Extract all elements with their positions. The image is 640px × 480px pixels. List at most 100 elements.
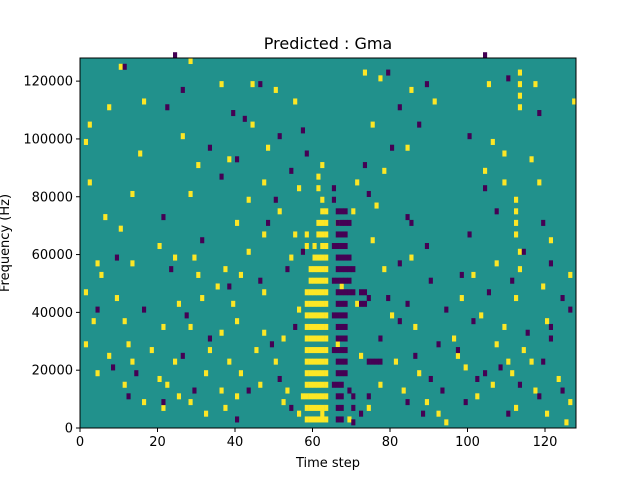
heatmap-cell-high <box>95 260 100 267</box>
heatmap-cell-high <box>173 358 178 365</box>
heatmap-cell-high <box>324 404 329 411</box>
heatmap-cell-high <box>157 375 162 382</box>
heatmap-cell-low <box>161 399 166 406</box>
heatmap-cell-high <box>483 167 488 174</box>
heatmap-cell-high <box>312 335 317 342</box>
heatmap-cell-high <box>149 347 154 354</box>
y-tick-label: 40000 <box>32 306 73 321</box>
heatmap-cell-low <box>219 173 224 180</box>
heatmap-cell-high <box>130 260 135 267</box>
heatmap-cell-high <box>548 237 554 244</box>
heatmap-cell-high <box>304 335 309 342</box>
heatmap-cell-high <box>533 387 538 394</box>
heatmap-cell-low <box>161 214 166 221</box>
heatmap-cell-low <box>122 63 127 70</box>
heatmap-cell-high <box>324 393 329 400</box>
heatmap-cell-high <box>273 86 278 93</box>
heatmap-cell-low <box>397 104 402 111</box>
heatmap-cell-low <box>417 121 422 128</box>
heatmap-cell-low <box>335 300 340 307</box>
heatmap-cell-high <box>219 329 224 336</box>
heatmap-cell-high <box>176 300 182 307</box>
heatmap-cell-low <box>444 306 449 313</box>
heatmap-cell-high <box>262 179 267 186</box>
heatmap-cell-high <box>324 381 329 388</box>
heatmap-cell-high <box>320 323 325 330</box>
heatmap-cell-high <box>308 266 313 273</box>
heatmap-cell-high <box>320 243 325 250</box>
heatmap-cell-high <box>204 410 209 417</box>
heatmap-cell-high <box>517 104 523 111</box>
heatmap-cell-high <box>219 81 224 88</box>
heatmap-cell-low <box>459 271 464 278</box>
heatmap-cell-low <box>266 219 271 226</box>
heatmap-cell-low <box>343 312 348 319</box>
heatmap-cell-high <box>196 162 201 169</box>
heatmap-cell-low <box>289 167 294 174</box>
heatmap-cell-high <box>219 387 224 394</box>
heatmap-cell-high <box>262 231 267 238</box>
heatmap-cell-low <box>343 289 348 296</box>
heatmap-cell-high <box>382 167 387 174</box>
heatmap-cell-high <box>479 312 484 319</box>
heatmap-cell-low <box>366 295 371 302</box>
x-tick-label: 80 <box>382 435 399 450</box>
heatmap-cell-low <box>335 208 340 215</box>
heatmap-cell-high <box>490 138 495 145</box>
heatmap-cell-low <box>560 295 565 302</box>
heatmap-cell-high <box>308 358 313 365</box>
heatmap-cell-low <box>192 387 197 394</box>
heatmap-cell-low <box>339 404 344 411</box>
heatmap-cell-high <box>324 231 329 238</box>
heatmap-cell-high <box>316 335 321 342</box>
heatmap-cell-high <box>316 219 321 226</box>
heatmap-cell-high <box>320 347 325 354</box>
heatmap-cell-low <box>335 219 340 226</box>
heatmap-cell-low <box>537 110 542 117</box>
x-tick-label: 40 <box>227 435 244 450</box>
heatmap-cell-low <box>541 358 546 365</box>
heatmap-cell-high <box>122 381 127 388</box>
heatmap-cell-low <box>331 381 337 388</box>
heatmap-cell-high <box>142 98 147 105</box>
x-axis-ticks: 0 20 40 60 80 100 120 <box>76 428 557 450</box>
heatmap-cell-high <box>250 81 255 88</box>
heatmap-cell-high <box>324 300 329 307</box>
heatmap-cell-high <box>529 156 534 163</box>
heatmap-cell-low <box>506 75 511 82</box>
heatmap-cell-high <box>304 323 309 330</box>
heatmap-cell-low <box>339 231 344 238</box>
heatmap-cell-low <box>95 306 100 313</box>
heatmap-cell-high <box>107 104 112 111</box>
heatmap-cell-low <box>413 352 418 359</box>
heatmap-cell-high <box>320 300 325 307</box>
x-axis-label: Time step <box>295 456 360 471</box>
heatmap-cell-low <box>568 306 573 313</box>
heatmap-cell-high <box>320 393 325 400</box>
heatmap-cell-high <box>246 196 251 203</box>
heatmap-cell-high <box>118 225 123 232</box>
heatmap-cell-high <box>409 86 414 93</box>
heatmap-cell-high <box>452 335 457 342</box>
heatmap-cell-high <box>308 312 313 319</box>
heatmap-cell-high <box>227 358 232 365</box>
heatmap-cell-high <box>486 81 492 88</box>
heatmap-cell-high <box>568 271 573 278</box>
heatmap-cell-low <box>335 277 340 284</box>
heatmap-cell-high <box>324 289 329 296</box>
heatmap-cell-high <box>459 295 464 302</box>
heatmap-cell-low <box>347 219 352 226</box>
heatmap-cell-high <box>444 419 449 426</box>
heatmap-cell-high <box>308 404 313 411</box>
heatmap-cell-high <box>432 98 437 105</box>
heatmap-cell-high <box>517 248 523 255</box>
heatmap-cell-low <box>347 387 352 394</box>
heatmap-cell-low <box>486 289 492 296</box>
heatmap-cell-low <box>560 387 565 394</box>
heatmap-cell-low <box>335 370 340 377</box>
x-tick-label: 100 <box>455 435 480 450</box>
heatmap-cell-low <box>235 416 240 423</box>
heatmap-cell-high <box>320 219 325 226</box>
heatmap-cell-low <box>335 381 340 388</box>
heatmap-cell-high <box>517 92 523 99</box>
